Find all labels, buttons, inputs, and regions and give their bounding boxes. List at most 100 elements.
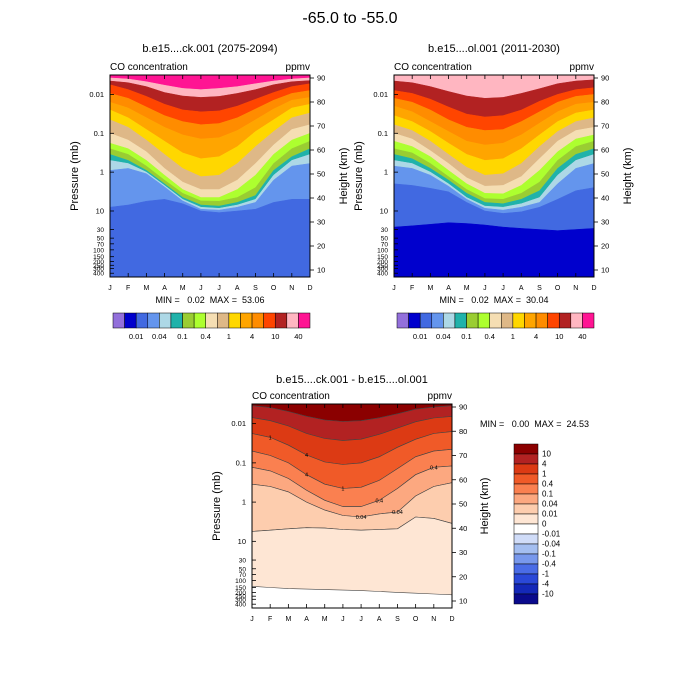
pressure-tick-label: 100 xyxy=(377,247,388,254)
x-tick-label: N xyxy=(289,285,294,292)
height-tick-label: 50 xyxy=(601,170,609,179)
legend-label: 10 xyxy=(555,332,563,341)
height-tick-label: 10 xyxy=(459,597,467,606)
pressure-tick-label: 1 xyxy=(242,498,246,507)
height-tick-label: 80 xyxy=(601,98,609,107)
pressure-tick-label: 30 xyxy=(381,227,389,234)
legend-swatch xyxy=(513,533,539,545)
legend-label: 0.4 xyxy=(542,480,554,489)
pressure-tick-label: 250 xyxy=(377,263,388,270)
contour-fills xyxy=(393,74,595,278)
legend-swatch xyxy=(205,312,218,329)
x-tick-label: M xyxy=(322,616,328,623)
legend-swatch xyxy=(419,312,433,329)
plot-frame xyxy=(393,74,595,278)
x-tick-label: S xyxy=(253,285,258,292)
legend-swatch xyxy=(513,553,539,565)
height-axis-ticks: 90 80 70 60 50 40 30 20 10 xyxy=(310,74,325,275)
legend-label: 0.01 xyxy=(413,332,428,341)
pressure-tick-label: 400 xyxy=(235,602,246,609)
subtitle-left: CO concentration xyxy=(110,62,188,73)
legend-swatch xyxy=(286,312,299,329)
subtitle-right: ppmv xyxy=(286,62,310,73)
legend-label: -10 xyxy=(542,590,554,599)
pressure-tick-label: 100 xyxy=(235,578,246,585)
pressure-tick-label: 0.1 xyxy=(236,458,246,467)
x-tick-label: J xyxy=(501,285,505,292)
legend-swatch xyxy=(547,312,560,329)
height-axis-label: Height (km) xyxy=(622,148,634,205)
legend-swatch xyxy=(228,312,241,329)
height-tick-label: 10 xyxy=(317,266,325,275)
legend-swatch xyxy=(443,312,456,329)
x-tick-label: O xyxy=(271,285,277,292)
legend-swatch xyxy=(396,312,409,329)
x-tick-label: J xyxy=(199,285,203,292)
pressure-axis-label: Pressure (mb) xyxy=(211,471,223,541)
legend-swatch xyxy=(489,312,502,329)
pressure-tick-label: 400 xyxy=(93,271,104,278)
height-tick-label: 60 xyxy=(601,146,609,155)
legend-swatch xyxy=(240,312,253,329)
pressure-tick-label: 10 xyxy=(238,537,246,546)
height-tick-label: 30 xyxy=(317,218,325,227)
pressure-tick-label: 400 xyxy=(377,271,388,278)
subtitle-left: CO concentration xyxy=(252,391,330,402)
legend-label: 1 xyxy=(227,332,231,341)
x-tick-label: O xyxy=(555,285,561,292)
legend-label: 0.1 xyxy=(542,490,554,499)
color-legend: 10410.40.10.040.010-0.01-0.04-0.1-0.4-1-… xyxy=(513,443,561,605)
legend-swatch xyxy=(431,312,444,329)
panel-title: b.e15....ck.001 - b.e15....ol.001 xyxy=(276,374,428,386)
height-tick-label: 90 xyxy=(317,74,325,83)
legend-swatch xyxy=(454,312,467,329)
height-tick-label: 20 xyxy=(459,572,467,581)
pressure-tick-label: 250 xyxy=(235,594,246,601)
contour-labels: 4 4 1 1 0.4 0.4 0.04 0.04 xyxy=(269,435,438,521)
pressure-tick-label: 70 xyxy=(381,241,389,248)
legend-label: -0.1 xyxy=(542,550,556,559)
height-tick-label: 70 xyxy=(459,451,467,460)
legend-label: 0.04 xyxy=(152,332,167,341)
legend-swatch xyxy=(513,443,539,455)
height-tick-label: 80 xyxy=(317,98,325,107)
legend-swatch xyxy=(466,312,479,329)
subtitle-right: ppmv xyxy=(570,62,594,73)
pressure-tick-label: 300 xyxy=(377,266,388,273)
plot-frame xyxy=(251,403,453,609)
height-tick-label: 30 xyxy=(459,548,467,557)
height-axis-label: Height (km) xyxy=(479,478,491,535)
legend-swatch xyxy=(513,503,539,515)
pressure-tick-label: 30 xyxy=(97,227,105,234)
legend-swatch xyxy=(135,312,149,329)
legend-label: 0.1 xyxy=(177,332,187,341)
x-tick-label: J xyxy=(392,285,396,292)
x-tick-label: A xyxy=(235,285,240,292)
legend-label: -0.01 xyxy=(542,530,561,539)
legend-label: 1 xyxy=(511,332,515,341)
legend-swatch xyxy=(513,493,539,505)
legend-label: 0.01 xyxy=(542,510,558,519)
legend-swatch xyxy=(582,312,595,329)
legend-swatch xyxy=(570,312,583,329)
legend-label: 0 xyxy=(542,520,547,529)
x-tick-label: J xyxy=(108,285,112,292)
height-tick-label: 70 xyxy=(601,122,609,131)
x-tick-label: S xyxy=(395,616,400,623)
height-tick-label: 30 xyxy=(601,218,609,227)
legend-label: -0.04 xyxy=(542,540,561,549)
legend-swatch xyxy=(513,513,539,525)
pressure-tick-label: 200 xyxy=(93,259,104,266)
legend-swatch xyxy=(513,463,539,475)
pressure-tick-label: 0.1 xyxy=(94,129,104,138)
pressure-tick-label: 0.01 xyxy=(89,90,104,99)
pressure-tick-label: 50 xyxy=(97,236,105,243)
min-max-stats: MIN = 0.00 MAX = 24.53 xyxy=(480,419,589,429)
x-tick-label: A xyxy=(446,285,451,292)
pressure-tick-label: 300 xyxy=(93,266,104,273)
contour-value-label: 1 xyxy=(341,486,344,492)
